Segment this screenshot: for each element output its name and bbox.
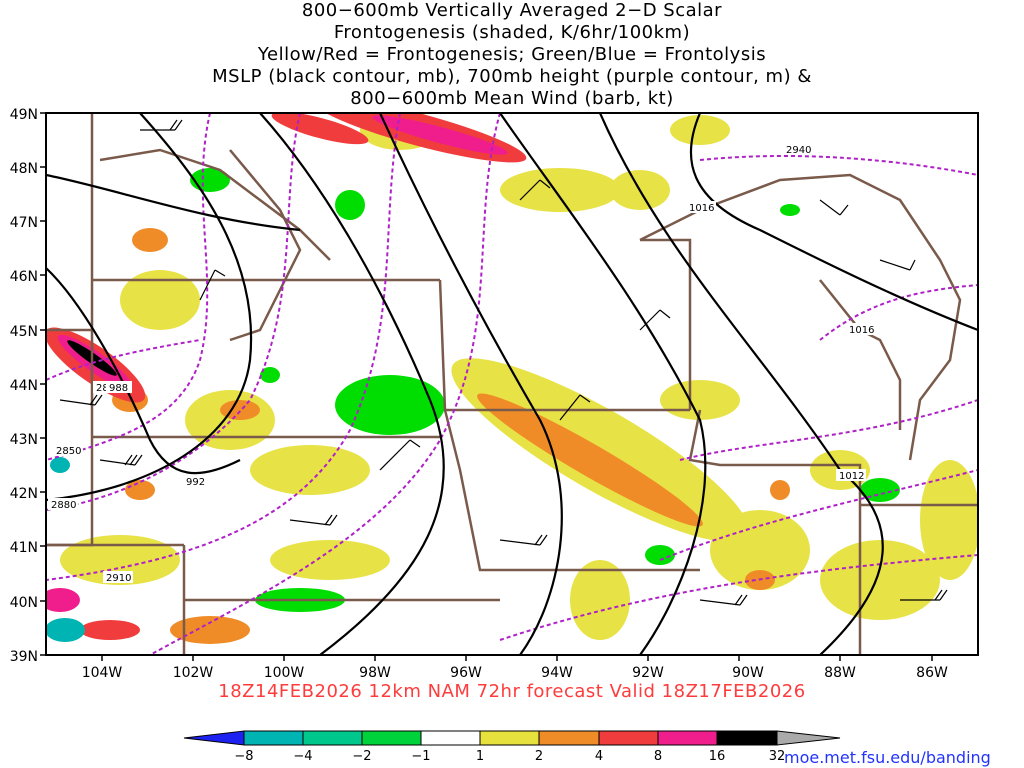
colorbar-bin (243, 730, 304, 746)
colorbar-tick: 32 (769, 749, 786, 764)
colorbar-tick: 2 (535, 749, 543, 764)
colorbar-tick: 4 (595, 749, 603, 764)
lon-label-92w: 92W (632, 665, 664, 681)
lat-label-48n: 48N (10, 161, 38, 177)
wind-barb (519, 179, 551, 201)
mslp-label-992: 992 (186, 477, 205, 488)
lat-label-39n: 39N (10, 649, 38, 665)
wind-barb (819, 199, 849, 216)
height-label: 2880 (48, 498, 78, 511)
colorbar-tick: −1 (411, 749, 430, 764)
latitude-axis: 49N 48N 47N 46N 45N 44N 43N 42N 41N 40N … (10, 107, 46, 665)
colorbar-arrow-right (776, 730, 841, 746)
height-label-2910: 2910 (106, 573, 131, 584)
colorbar-bin (302, 730, 363, 746)
colorbar-bin (657, 730, 718, 746)
lat-label-43n: 43N (10, 432, 38, 448)
lon-label-102w: 102W (173, 665, 214, 681)
lat-label-46n: 46N (10, 269, 38, 285)
lat-label-45n: 45N (10, 324, 38, 340)
colorbar-bin (598, 730, 659, 746)
lon-label-94w: 94W (541, 665, 573, 681)
lat-label-47n: 47N (10, 215, 38, 231)
colorbar-bin (361, 730, 422, 746)
mslp-label-988: 988 (109, 383, 128, 394)
mslp-contours (46, 113, 978, 655)
wind-barb (879, 259, 916, 271)
mslp-label: 1016 (846, 323, 876, 336)
title-line-1: 800−600mb Vertically Averaged 2−D Scalar (301, 0, 723, 21)
colorbar-tick: −8 (234, 749, 253, 764)
lon-label-88w: 88W (824, 665, 856, 681)
wind-barb (499, 534, 548, 546)
mslp-label: 988 (106, 381, 132, 394)
lat-label-42n: 42N (10, 486, 38, 502)
contour-labels: 2940 2880 2850 2880 2910 1016 1016 1012 … (48, 143, 876, 584)
wind-barb (199, 269, 226, 301)
wind-barb (900, 589, 948, 601)
lon-label-86w: 86W (916, 665, 948, 681)
colorbar-tick: 8 (654, 749, 662, 764)
lat-label-44n: 44N (10, 378, 38, 394)
height-contours (46, 113, 978, 655)
height-label: 2850 (53, 444, 83, 457)
height-label: 2940 (783, 143, 813, 156)
lon-label-96w: 96W (450, 665, 482, 681)
valid-time-label: 18Z14FEB2026 12km NAM 72hr forecast Vali… (218, 681, 806, 702)
mslp-label: 1012 (836, 469, 866, 482)
height-label-2940: 2940 (786, 145, 811, 156)
colorbar-bin (716, 730, 778, 746)
mslp-label-1016-north: 1016 (689, 203, 714, 214)
colorbar-tick: −2 (352, 749, 371, 764)
height-label-2880: 2880 (51, 500, 76, 511)
colorbar-tick: −4 (293, 749, 312, 764)
wind-barbs (59, 119, 948, 606)
colorbar-tick: 16 (709, 749, 726, 764)
title-line-5: 800−600mb Mean Wind (barb, kt) (350, 88, 674, 109)
wind-barb (140, 119, 183, 131)
colorbar-bin (538, 730, 600, 746)
wind-barb (639, 309, 671, 331)
source-url[interactable]: moe.met.fsu.edu/banding (784, 748, 991, 767)
colorbar-arrow-left (183, 730, 245, 746)
wind-barb (59, 394, 103, 406)
height-label-2850: 2850 (56, 446, 81, 457)
wind-barb (559, 394, 591, 421)
lon-label-104w: 104W (82, 665, 123, 681)
title-line-2: Frontogenesis (shaded, K/6hr/100km) (333, 22, 691, 43)
mslp-label-1016-east: 1016 (849, 325, 874, 336)
colorbar: −8 −4 −2 −1 1 2 4 8 16 32 (183, 730, 841, 764)
colorbar-bin (420, 730, 481, 746)
title-block: 800−600mb Vertically Averaged 2−D Scalar… (0, 0, 1024, 110)
lat-label-49n: 49N (10, 107, 38, 123)
title-line-4: MSLP (black contour, mb), 700mb height (… (212, 66, 812, 87)
wind-barb (99, 454, 143, 466)
colorbar-tick: 1 (476, 749, 484, 764)
lat-label-41n: 41N (10, 540, 38, 556)
mslp-label-1012: 1012 (839, 471, 864, 482)
colorbar-bin (479, 730, 540, 746)
wind-barb (699, 594, 748, 606)
mslp-label: 992 (183, 475, 209, 488)
mslp-label: 1016 (686, 201, 716, 214)
title-line-3: Yellow/Red = Frontogenesis; Green/Blue =… (257, 44, 767, 65)
wind-barb (289, 514, 338, 526)
longitude-axis: 104W 102W 100W 98W 96W 94W 92W 90W 88W 8… (82, 655, 948, 681)
lon-label-90w: 90W (732, 665, 764, 681)
height-label: 2910 (103, 571, 133, 584)
lon-label-98w: 98W (359, 665, 391, 681)
wind-barb (379, 439, 421, 471)
lon-label-100w: 100W (264, 665, 305, 681)
lat-label-40n: 40N (10, 595, 38, 611)
